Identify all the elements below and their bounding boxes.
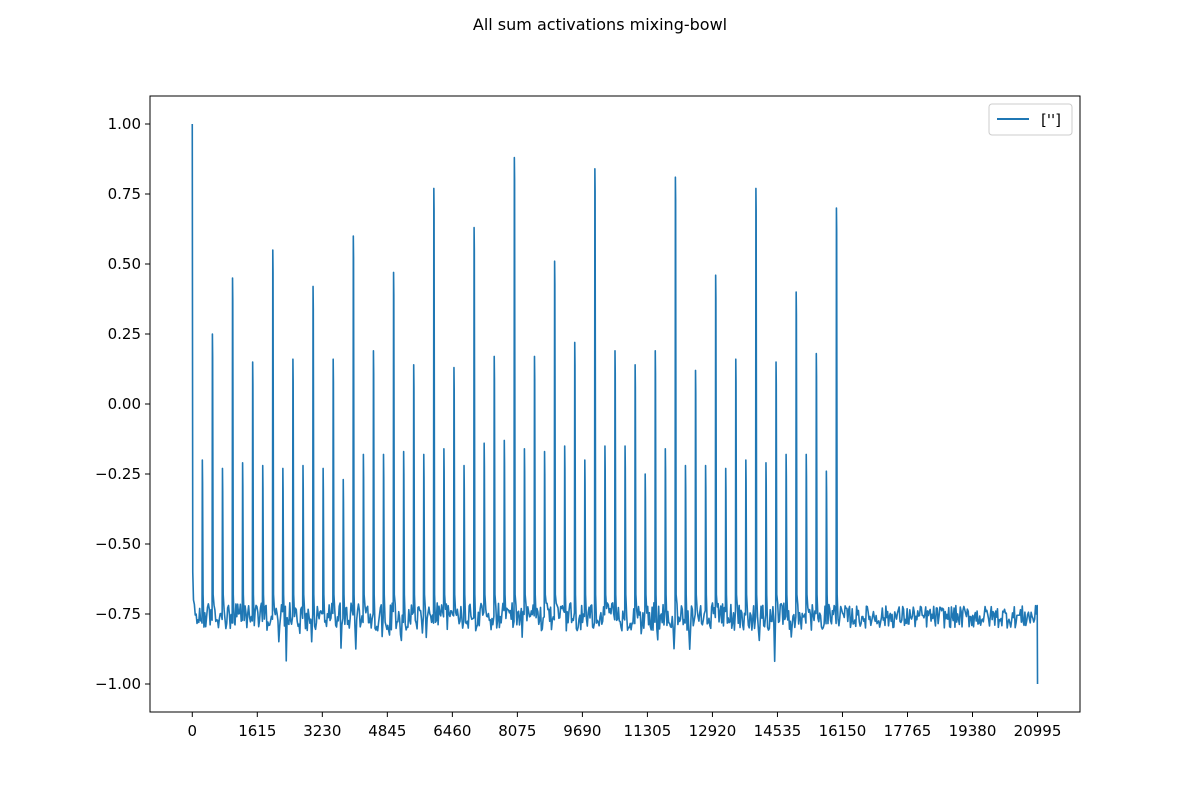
legend-label: [''] xyxy=(1041,111,1061,129)
y-tick-label: −0.25 xyxy=(95,465,141,483)
y-tick-label: −1.00 xyxy=(95,675,141,693)
legend-box xyxy=(988,103,1073,136)
x-tick-label: 9690 xyxy=(563,722,601,740)
y-tick-label: −0.50 xyxy=(95,535,141,553)
y-tick-label: 1.00 xyxy=(108,115,141,133)
series-line xyxy=(191,123,1039,685)
y-tick-label: 0.50 xyxy=(108,255,141,273)
x-tick-label: 3230 xyxy=(303,722,341,740)
x-tick-label: 20995 xyxy=(1014,722,1062,740)
y-tick-label: −0.75 xyxy=(95,605,141,623)
x-tick-label: 6460 xyxy=(433,722,471,740)
y-tick-label: 0.75 xyxy=(108,185,141,203)
y-tick-label: 0.00 xyxy=(108,395,141,413)
x-tick-label: 19380 xyxy=(949,722,997,740)
y-tick-label: 0.25 xyxy=(108,325,141,343)
x-tick-label: 4845 xyxy=(368,722,406,740)
x-tick-label: 1615 xyxy=(238,722,276,740)
x-tick-label: 11305 xyxy=(624,722,672,740)
x-tick-label: 0 xyxy=(187,722,197,740)
x-tick-label: 8075 xyxy=(498,722,536,740)
x-tick-label: 16150 xyxy=(819,722,867,740)
x-tick-label: 17765 xyxy=(884,722,932,740)
chart-title: All sum activations mixing-bowl xyxy=(473,15,727,34)
x-tick-label: 12920 xyxy=(689,722,737,740)
x-tick-label: 14535 xyxy=(754,722,802,740)
